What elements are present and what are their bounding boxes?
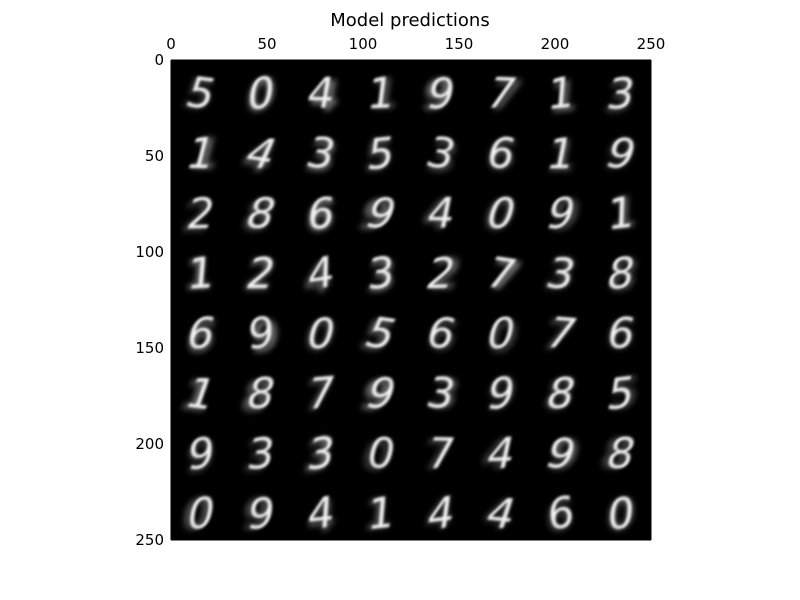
- digit-ghost: 1: [362, 488, 395, 540]
- digit-cell: 00: [357, 428, 401, 482]
- digit-ghost: 4: [303, 251, 333, 305]
- digit-ghost: 1: [608, 187, 639, 240]
- image-background: [171, 60, 651, 540]
- digit-cell: 44: [305, 488, 338, 543]
- digit-ghost: 6: [303, 191, 339, 242]
- digit-cell: 99: [247, 308, 281, 363]
- y-tick-label: 100: [135, 243, 164, 261]
- digit-ghost: 0: [604, 489, 637, 542]
- axis-frame: [170, 59, 652, 541]
- digit-ghost: 6: [545, 489, 574, 543]
- digit-cell: 55: [361, 128, 397, 183]
- digit-ghost: 4: [305, 491, 338, 543]
- digit-cell: 11: [607, 187, 639, 240]
- digit-cell: 33: [421, 128, 465, 183]
- x-tick-label: 150: [444, 35, 474, 53]
- digit-cell: 11: [365, 69, 402, 120]
- digit-cell: 00: [243, 67, 279, 123]
- digit-label: 4: [307, 247, 335, 301]
- digit-ghost: 1: [367, 69, 402, 119]
- digit-ghost: 5: [361, 130, 397, 183]
- y-tick-label: 250: [135, 531, 164, 549]
- digit-cell: 44: [303, 247, 335, 305]
- y-tick-label: 50: [144, 147, 164, 165]
- digit-label: 1: [186, 248, 217, 299]
- x-tick-label: 0: [166, 35, 176, 53]
- digit-ghost: 9: [183, 432, 217, 485]
- x-tick-label: 50: [257, 35, 277, 53]
- digit-label: 1: [546, 68, 577, 120]
- digit-cell: 99: [541, 189, 586, 241]
- digit-cell: 00: [604, 488, 637, 542]
- x-tick-label: 100: [348, 35, 378, 53]
- digit-label: 0: [606, 488, 637, 541]
- digit-ghost: 1: [547, 71, 580, 123]
- digit-label: 9: [247, 308, 276, 360]
- digit-cell: 11: [362, 488, 397, 540]
- y-tick-label: 200: [135, 435, 164, 453]
- digit-label: 3: [366, 248, 396, 300]
- digit-cell: 22: [421, 249, 466, 300]
- digit-cell: 33: [366, 248, 398, 303]
- digit-label: 1: [365, 69, 398, 119]
- y-tick-label: 150: [135, 339, 164, 357]
- digit-cell: 11: [182, 248, 216, 299]
- plot-title: Model predictions: [330, 10, 490, 31]
- y-tick-label: 0: [154, 51, 164, 69]
- digit-cell: 66: [545, 487, 574, 543]
- digit-ghost: 3: [366, 250, 398, 302]
- tick-marks: [170, 59, 652, 541]
- x-tick-label: 250: [636, 35, 666, 53]
- digit-cell: 77: [419, 429, 459, 480]
- digit-cell: 11: [546, 68, 581, 124]
- digit-ghost: 9: [249, 311, 280, 363]
- digit-cell: 99: [238, 489, 278, 540]
- digit-label: 9: [185, 428, 217, 481]
- digit-label: 6: [548, 487, 575, 540]
- digit-cell: 99: [183, 428, 217, 484]
- digit-ghost: 1: [182, 249, 215, 300]
- digit-cell: 66: [303, 188, 339, 241]
- digit-label: 1: [607, 187, 636, 239]
- digit-cell: 33: [301, 427, 338, 483]
- digit-cell: 22: [178, 190, 219, 242]
- digit-label: 4: [306, 488, 336, 540]
- digit-label: 1: [366, 488, 397, 540]
- x-tick-label: 200: [540, 35, 570, 53]
